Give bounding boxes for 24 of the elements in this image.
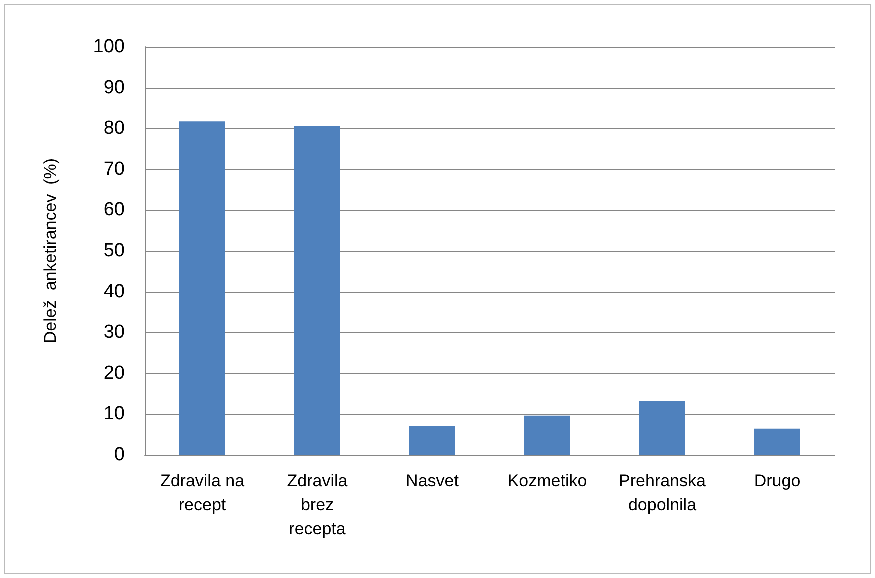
bar (640, 402, 686, 455)
y-tick-label: 70 (104, 158, 125, 180)
bar (410, 426, 456, 455)
y-tick-label: 60 (104, 200, 125, 221)
x-tick-label: Nasvet (406, 472, 460, 490)
bar (180, 122, 226, 455)
x-tick-label: Zdravila na recept (160, 472, 246, 514)
y-tick-label: 20 (104, 362, 125, 384)
y-tick-label: 40 (104, 281, 125, 302)
y-tick-label: 80 (104, 118, 125, 140)
y-tick-label: 90 (104, 77, 125, 98)
x-tick-label: Prehranska dopolnila (619, 472, 707, 514)
y-tick-label: 30 (104, 322, 125, 344)
x-tick-label: Kozmetiko (508, 472, 588, 490)
y-tick-label: 50 (104, 240, 125, 262)
x-tick-label: Zdravila brez recepta (287, 472, 348, 538)
y-tick-label: 100 (93, 36, 125, 58)
x-tick-label: Drugo (754, 472, 801, 490)
bar (524, 416, 570, 455)
bar (754, 428, 800, 455)
y-tick-label: 10 (104, 404, 125, 425)
bar (294, 126, 340, 455)
y-tick-label: 0 (114, 444, 125, 466)
y-axis-title: Delež anketirancev (%) (41, 158, 60, 344)
